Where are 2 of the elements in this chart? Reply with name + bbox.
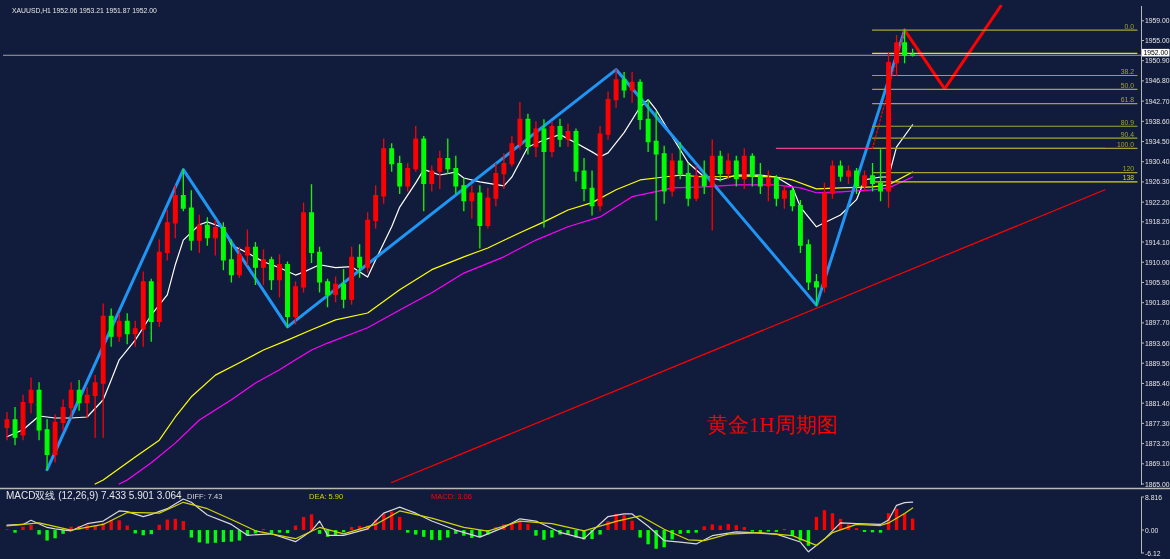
chart-title: MACD双线 (12,26,9) 7.433 5.901 3.064 bbox=[6, 490, 183, 501]
annotation: 黄金1H周期图 bbox=[706, 412, 838, 437]
